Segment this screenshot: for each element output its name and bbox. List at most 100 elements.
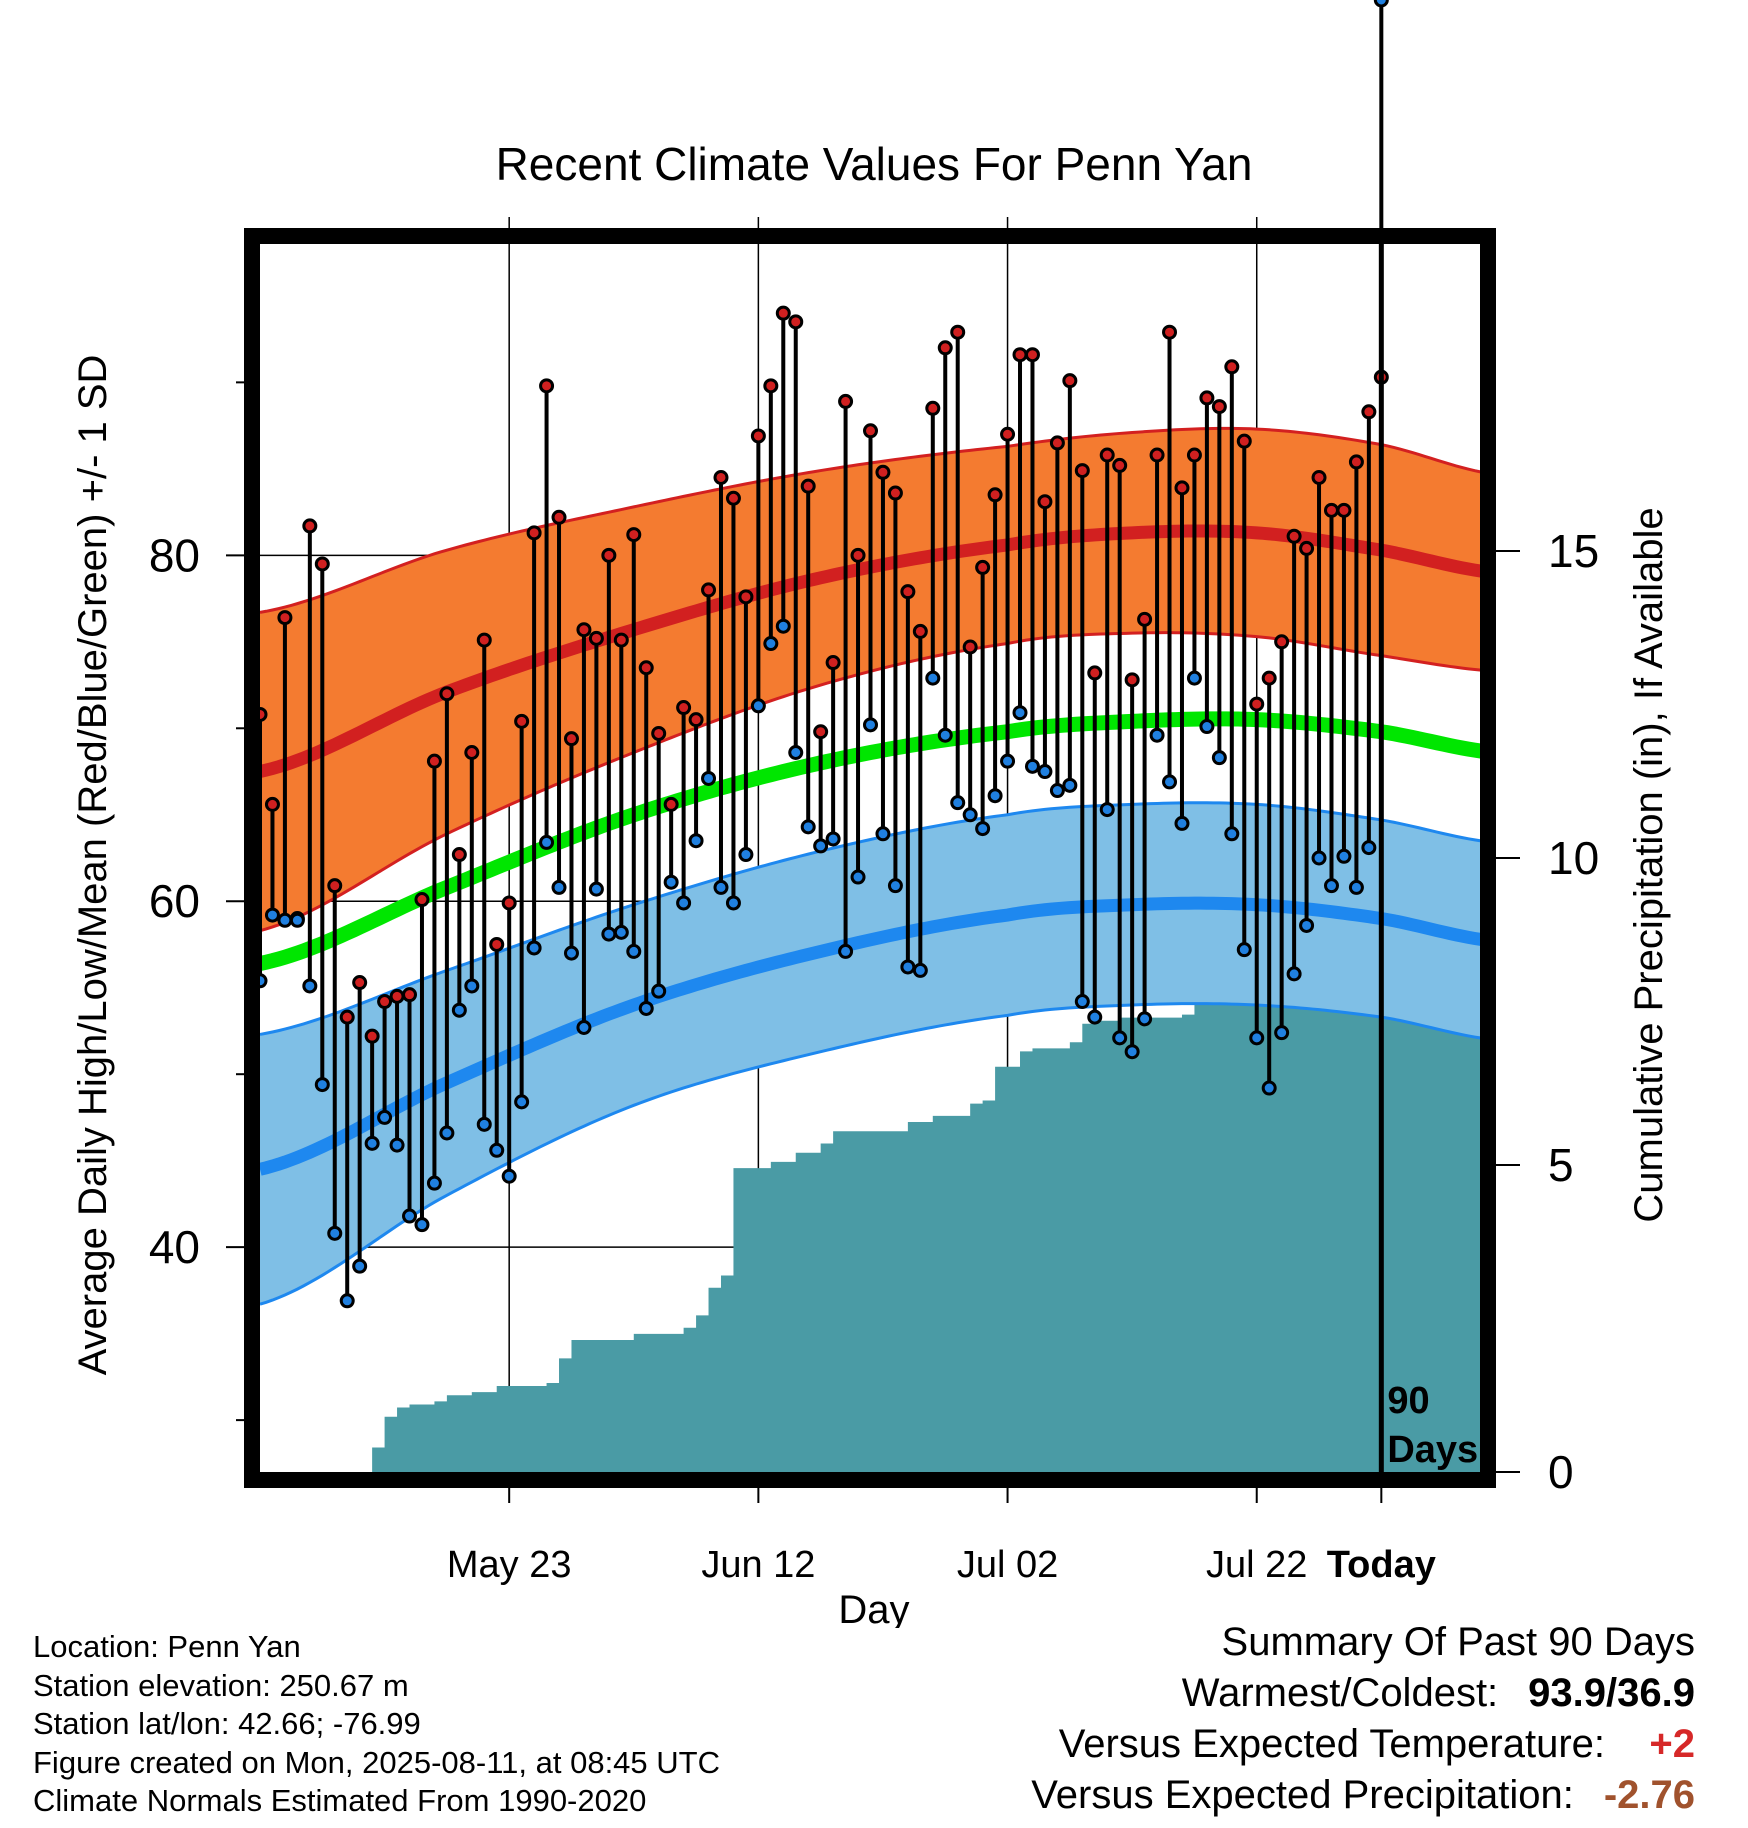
daily-low-point bbox=[1074, 994, 1090, 1010]
daily-high-point bbox=[1261, 670, 1277, 686]
daily-low-point bbox=[838, 943, 854, 959]
daily-high-point bbox=[514, 713, 530, 729]
daily-low-point bbox=[850, 869, 866, 885]
daily-low-point bbox=[1049, 783, 1065, 799]
daily-high-point bbox=[451, 847, 467, 863]
daily-high-point bbox=[738, 589, 754, 605]
daily-low-point bbox=[763, 636, 779, 652]
daily-high-point bbox=[688, 712, 704, 728]
daily-low-point bbox=[1124, 1044, 1140, 1060]
chart-title: Recent Climate Values For Penn Yan bbox=[496, 138, 1253, 190]
y2-axis-label: Cumulative Precipitation (in), If Availa… bbox=[1627, 507, 1671, 1222]
daily-low-point bbox=[1112, 1030, 1128, 1046]
daily-low-point bbox=[701, 770, 717, 786]
daily-high-point bbox=[501, 895, 517, 911]
daily-low-point bbox=[1099, 802, 1115, 818]
today-label-line2: Days bbox=[1387, 1429, 1478, 1471]
daily-high-point bbox=[887, 485, 903, 501]
daily-high-point bbox=[750, 428, 766, 444]
daily-low-point bbox=[950, 795, 966, 811]
daily-low-point bbox=[501, 1168, 517, 1184]
daily-low-point bbox=[1361, 840, 1377, 856]
daily-high-point bbox=[1174, 480, 1190, 496]
daily-high-point bbox=[701, 582, 717, 598]
daily-high-point bbox=[526, 525, 542, 541]
daily-low-point bbox=[875, 826, 891, 842]
daily-low-point bbox=[1286, 966, 1302, 982]
daily-low-point bbox=[1224, 826, 1240, 842]
daily-high-point bbox=[1348, 454, 1364, 470]
daily-high-point bbox=[601, 547, 617, 563]
daily-low-point bbox=[601, 926, 617, 942]
daily-high-point bbox=[426, 753, 442, 769]
daily-high-point bbox=[302, 518, 318, 534]
daily-series bbox=[252, 0, 1389, 1309]
daily-high-point bbox=[813, 724, 829, 740]
daily-low-point bbox=[426, 1175, 442, 1191]
daily-high-point bbox=[725, 490, 741, 506]
daily-low-point bbox=[663, 874, 679, 890]
plot-border bbox=[244, 228, 1496, 1488]
created-text: Figure created on Mon, 2025-08-11, at 08… bbox=[33, 1744, 720, 1780]
daily-high-point bbox=[1249, 696, 1265, 712]
daily-low-point bbox=[626, 943, 642, 959]
daily-low-point bbox=[402, 1208, 418, 1224]
x-axis-label: Day bbox=[838, 1588, 909, 1628]
daily-low-point bbox=[551, 879, 567, 895]
daily-high-point bbox=[1124, 672, 1140, 688]
daily-low-point bbox=[576, 1019, 592, 1035]
precip-area-group bbox=[260, 943, 1494, 1472]
x-tick-label: Jul 22 bbox=[1206, 1544, 1307, 1586]
daily-low-point bbox=[887, 878, 903, 894]
y2-tick-label: 0 bbox=[1548, 1446, 1574, 1498]
summary-panel: Summary Of Past 90 Days Warmest/Coldest:… bbox=[1031, 1617, 1695, 1821]
daily-low-point bbox=[613, 924, 629, 940]
daily-low-point bbox=[1037, 764, 1053, 780]
daily-low-point bbox=[775, 618, 791, 634]
daily-low-point bbox=[1211, 750, 1227, 766]
daily-low-point bbox=[1186, 670, 1202, 686]
y2-tick-label: 5 bbox=[1548, 1139, 1574, 1191]
daily-low-point bbox=[1236, 942, 1252, 958]
daily-low-point bbox=[1373, 0, 1389, 8]
daily-low-point bbox=[264, 907, 280, 923]
daily-high-point bbox=[651, 725, 667, 741]
warm-cold-label: Warmest/Coldest: bbox=[1181, 1671, 1499, 1715]
warm-cold-value: 93.9/36.9 bbox=[1528, 1671, 1695, 1715]
y-axis-label: Average Daily High/Low/Mean (Red/Blue/Gr… bbox=[71, 355, 115, 1376]
daily-high-point bbox=[1024, 347, 1040, 363]
daily-high-point bbox=[539, 378, 555, 394]
daily-low-point bbox=[713, 879, 729, 895]
daily-high-point bbox=[663, 796, 679, 812]
daily-high-point bbox=[1311, 469, 1327, 485]
daily-high-point bbox=[1087, 665, 1103, 681]
temp-value: +2 bbox=[1649, 1722, 1695, 1766]
daily-low-point bbox=[813, 838, 829, 854]
daily-high-point bbox=[850, 547, 866, 563]
y2-tick-label: 10 bbox=[1548, 832, 1599, 884]
daily-low-point bbox=[638, 1000, 654, 1016]
daily-high-point bbox=[676, 700, 692, 716]
daily-low-point bbox=[1012, 705, 1028, 721]
daily-high-point bbox=[264, 796, 280, 812]
y-tick-label: 60 bbox=[149, 875, 200, 927]
x-tick-label: Jun 12 bbox=[701, 1544, 815, 1586]
daily-low-point bbox=[526, 940, 542, 956]
daily-low-point bbox=[1261, 1080, 1277, 1096]
daily-high-point bbox=[364, 1028, 380, 1044]
daily-low-point bbox=[912, 962, 928, 978]
daily-high-point bbox=[339, 1009, 355, 1025]
daily-low-point bbox=[1137, 1011, 1153, 1027]
daily-high-point bbox=[1137, 611, 1153, 627]
daily-low-point bbox=[339, 1293, 355, 1309]
daily-high-point bbox=[1199, 390, 1215, 406]
daily-high-point bbox=[377, 994, 393, 1010]
y2-tick-label: 15 bbox=[1548, 525, 1599, 577]
x-tick-label: Jul 02 bbox=[957, 1544, 1058, 1586]
daily-low-point bbox=[377, 1109, 393, 1125]
daily-low-point bbox=[1274, 1025, 1290, 1041]
daily-low-point bbox=[800, 819, 816, 835]
daily-high-point bbox=[863, 423, 878, 439]
daily-high-point bbox=[327, 878, 343, 894]
y-tick-label: 80 bbox=[149, 529, 200, 581]
